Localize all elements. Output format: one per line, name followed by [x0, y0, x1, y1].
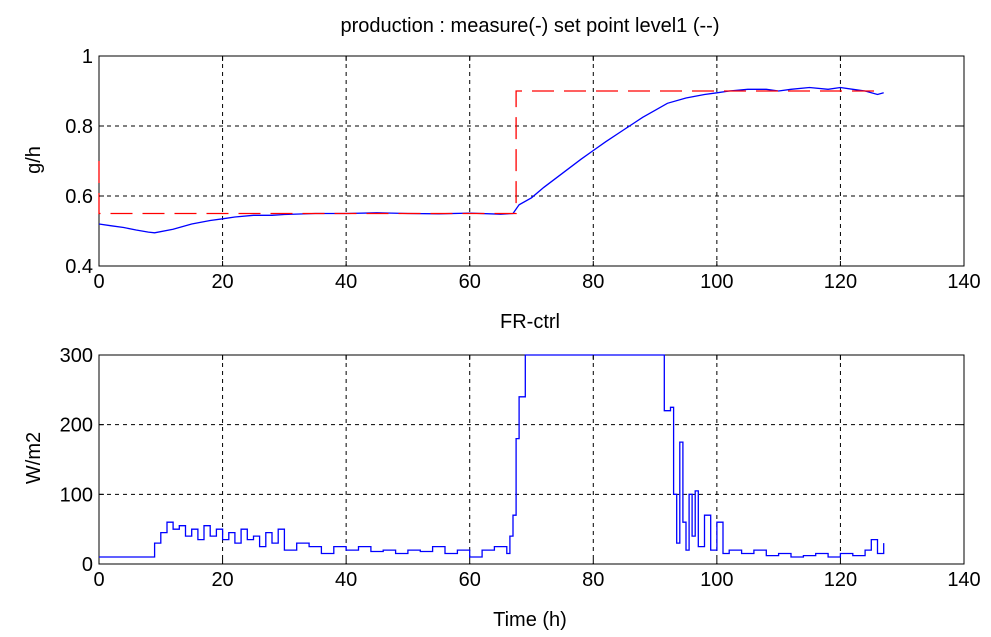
bottom-y-tick-label: 0 [82, 554, 93, 576]
top-y-tick-label: 0.4 [65, 256, 93, 278]
top-x-tick-label: 0 [93, 271, 104, 293]
top-subplot: production : measure(-) set point level1… [23, 15, 981, 333]
top-tick-labels: 0 20 40 60 80 100 120 140 0.4 0.6 0.8 1 [65, 46, 981, 293]
top-x-tick-label: 20 [211, 271, 233, 293]
top-x-tick-label: 80 [582, 271, 604, 293]
top-chart-title: production : measure(-) set point level1… [340, 15, 719, 37]
bottom-measure-line [99, 354, 885, 558]
top-y-tick-label: 1 [82, 46, 93, 68]
bottom-y-tick-label: 200 [60, 415, 93, 437]
top-y-axis-label: g/h [23, 146, 45, 174]
bottom-x-tick-label: 60 [459, 569, 481, 591]
top-x-tick-label: 140 [947, 271, 980, 293]
bottom-series-group [99, 354, 885, 558]
top-x-tick-label: 60 [459, 271, 481, 293]
bottom-grid [99, 355, 964, 564]
top-plot-area [98, 55, 965, 267]
bottom-y-tick-label: 300 [60, 345, 93, 367]
bottom-x-tick-label: 120 [824, 569, 857, 591]
bottom-y-tick-label: 100 [60, 484, 93, 506]
bottom-x-tick-label: 140 [947, 569, 980, 591]
bottom-tick-labels: 0 20 40 60 80 100 120 140 0 100 200 300 [60, 345, 981, 591]
bottom-y-axis-label: W/m2 [23, 432, 45, 484]
top-x-tick-label: 100 [700, 271, 733, 293]
top-x-tick-label: 120 [824, 271, 857, 293]
bottom-x-tick-label: 40 [335, 569, 357, 591]
top-measure-line [98, 86, 884, 234]
top-x-axis-label: FR-ctrl [500, 311, 560, 333]
bottom-subplot: 0 20 40 60 80 100 120 140 0 100 200 300 Time (h) W/… [23, 345, 981, 631]
top-grid [99, 56, 964, 266]
top-x-tick-label: 40 [335, 271, 357, 293]
bottom-x-axis-label: Time (h) [493, 609, 567, 631]
bottom-x-tick-label: 20 [211, 569, 233, 591]
top-y-tick-label: 0.8 [65, 116, 93, 138]
bottom-x-tick-label: 80 [582, 569, 604, 591]
top-y-tick-label: 0.6 [65, 186, 93, 208]
bottom-x-tick-label: 100 [700, 569, 733, 591]
bottom-x-tick-label: 0 [93, 569, 104, 591]
